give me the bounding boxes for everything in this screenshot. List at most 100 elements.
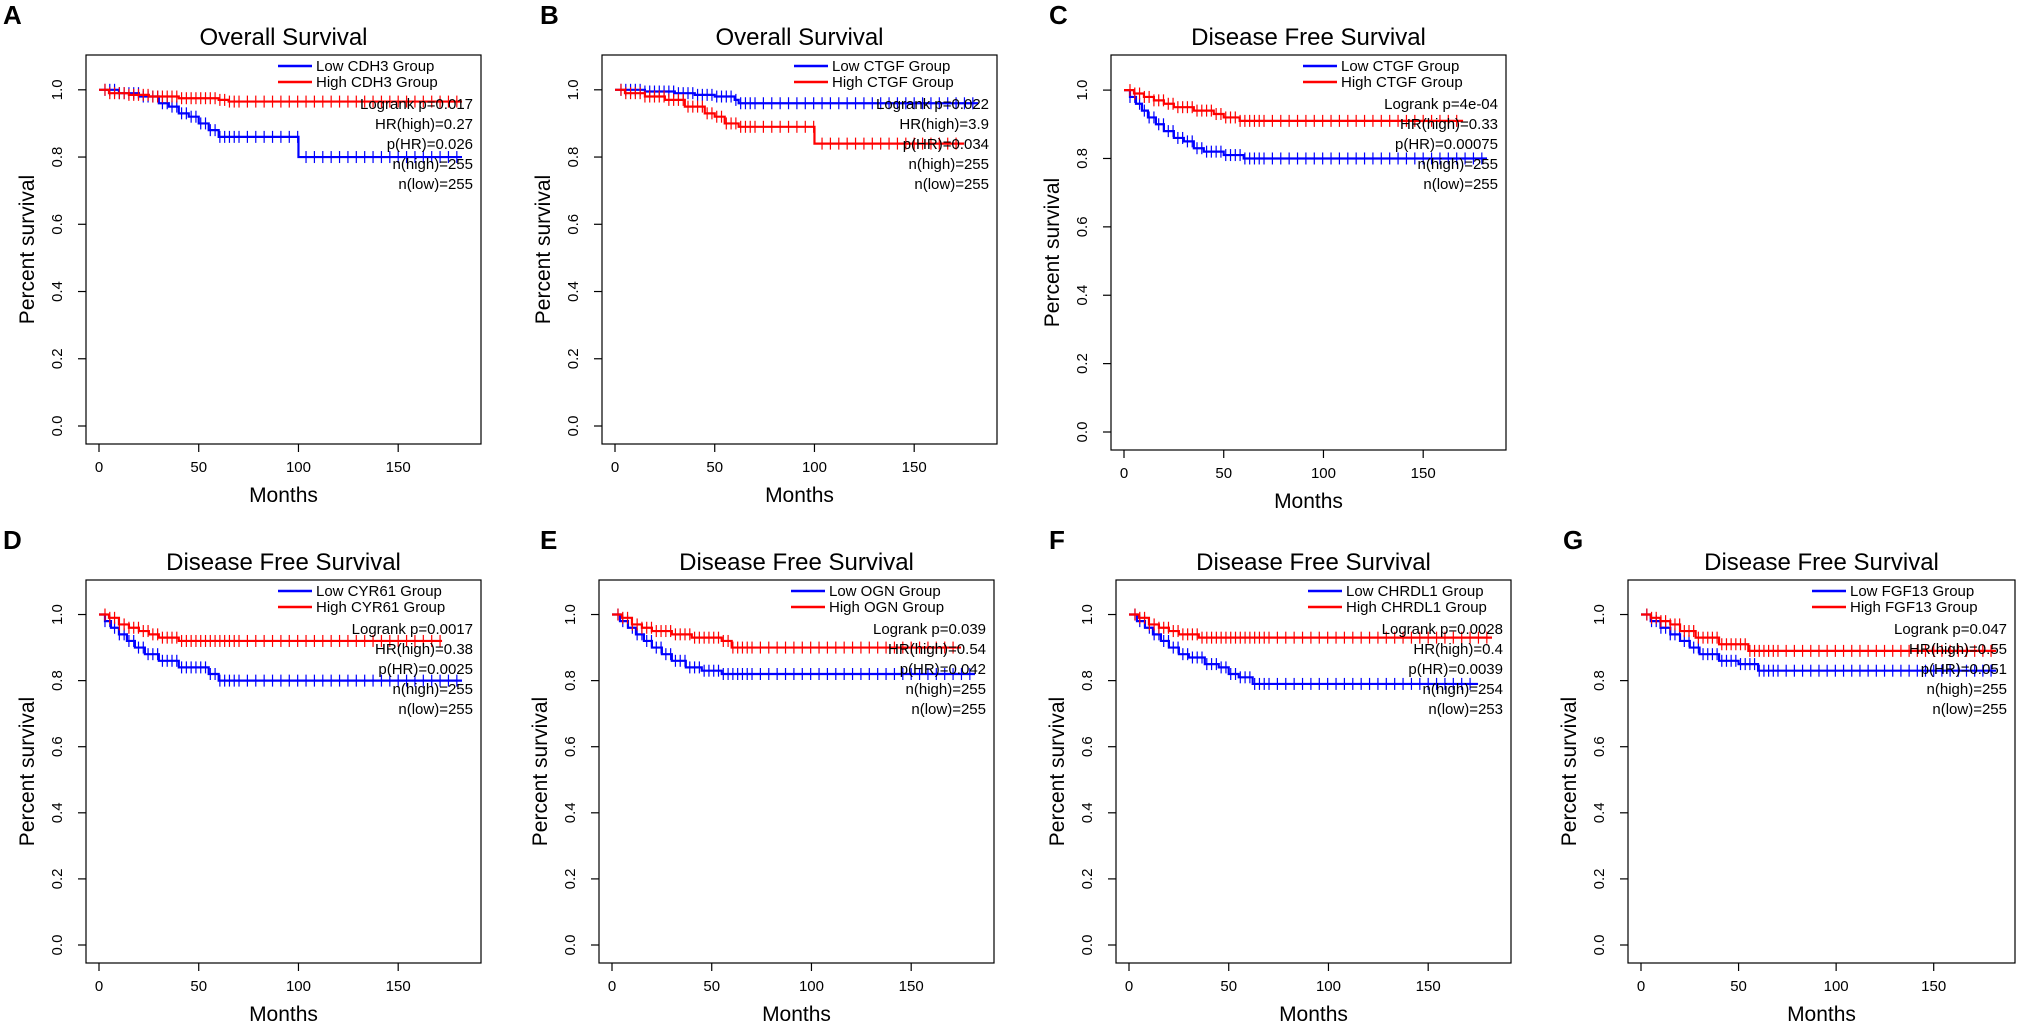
y-tick-label: 0.8 xyxy=(1591,670,1608,691)
y-tick-label: 0.6 xyxy=(1079,736,1096,757)
stat-annotation: Logrank p=0.0028 xyxy=(1382,621,1503,638)
y-tick-label: 0.6 xyxy=(49,736,66,757)
panel-d: D Disease Free Survival 0.0 0.2 0.4 0.6 0.8 1.0… xyxy=(3,525,482,1026)
y-tick-label: 0.2 xyxy=(1079,868,1096,889)
legend-label-low: Low CYR61 Group xyxy=(316,583,442,600)
stat-annotation: Logrank p=0.0017 xyxy=(352,621,473,638)
censor-marks-high xyxy=(104,83,458,108)
stat-annotation: p(HR)=0.0025 xyxy=(378,661,473,678)
y-tick-label: 0.0 xyxy=(49,935,66,956)
y-tick-label: 0.6 xyxy=(565,214,582,235)
y-tick-label: 1.0 xyxy=(49,604,66,625)
censor-marks-high xyxy=(1134,608,1488,644)
stat-annotation: Logrank p=0.039 xyxy=(873,621,986,638)
x-axis-label: Months xyxy=(762,1003,831,1026)
y-axis-label: Percent survival xyxy=(16,697,39,846)
x-tick-label: 100 xyxy=(1311,465,1336,482)
y-tick-label: 0.0 xyxy=(49,416,66,437)
x-tick-label: 50 xyxy=(1215,465,1232,482)
legend-label-low: Low FGF13 Group xyxy=(1850,583,1974,600)
x-tick-label: 50 xyxy=(190,459,207,476)
y-tick-label: 0.0 xyxy=(1074,422,1091,443)
panel-e: E Disease Free Survival 0.0 0.2 0.4 0.6 0.8 1.0… xyxy=(529,525,995,1026)
y-tick-label: 0.0 xyxy=(565,416,582,437)
stat-annotation: p(HR)=0.051 xyxy=(1921,661,2007,678)
chart-title: Disease Free Survival xyxy=(166,549,401,576)
legend-label-low: Low OGN Group xyxy=(829,583,941,600)
stat-annotation: n(low)=255 xyxy=(1932,701,2007,718)
censor-marks-high xyxy=(617,608,954,654)
stat-annotation: Logrank p=0.047 xyxy=(1894,621,2007,638)
chart-title: Disease Free Survival xyxy=(1704,549,1939,576)
x-axis-label: Months xyxy=(765,484,834,507)
y-tick-label: 0.8 xyxy=(562,670,579,691)
panel-c: C Disease Free Survival 0.0 0.2 0.4 0.6 0.8 1.0… xyxy=(1041,0,1507,513)
y-tick-label: 0.4 xyxy=(562,802,579,823)
stat-annotation: n(high)=255 xyxy=(906,681,986,698)
legend-label-high: High CHRDL1 Group xyxy=(1346,599,1487,616)
panel-label: C xyxy=(1049,0,1068,30)
y-tick-label: 1.0 xyxy=(565,79,582,100)
y-tick-label: 0.4 xyxy=(49,802,66,823)
y-tick-label: 0.8 xyxy=(49,670,66,691)
censor-marks-high xyxy=(1129,84,1458,127)
stat-annotation: n(low)=255 xyxy=(914,176,989,193)
x-tick-label: 0 xyxy=(1637,978,1645,995)
x-tick-label: 100 xyxy=(1824,978,1849,995)
stat-annotation: n(high)=255 xyxy=(393,156,473,173)
censor-marks-high xyxy=(1646,608,1992,657)
x-axis-label: Months xyxy=(1279,1003,1348,1026)
plot-frame xyxy=(601,54,998,445)
x-tick-label: 0 xyxy=(611,459,619,476)
panel-a: A Overall Survival 0.0 0.2 0.4 0.6 0.8 1.0 0 50 10… xyxy=(3,0,482,507)
y-tick-label: 1.0 xyxy=(1079,604,1096,625)
x-axis-label: Months xyxy=(1274,490,1343,513)
legend-label-high: High OGN Group xyxy=(829,599,944,616)
stat-annotation: n(high)=254 xyxy=(1423,681,1503,698)
y-tick-label: 0.6 xyxy=(1591,736,1608,757)
y-axis-label: Percent survival xyxy=(532,175,555,324)
panel-label: E xyxy=(540,525,557,555)
stat-annotation: HR(high)=0.38 xyxy=(375,641,473,658)
x-tick-label: 100 xyxy=(799,978,824,995)
stat-annotation: n(low)=255 xyxy=(911,701,986,718)
panel-b: B Overall Survival 0.0 0.2 0.4 0.6 0.8 1.0 0 50 10… xyxy=(532,0,998,507)
stat-annotation: n(high)=255 xyxy=(1927,681,2007,698)
y-axis-label: Percent survival xyxy=(1041,178,1064,327)
x-tick-label: 150 xyxy=(1416,978,1441,995)
chart-title: Disease Free Survival xyxy=(1196,549,1431,576)
x-tick-label: 50 xyxy=(706,459,723,476)
stat-annotation: Logrank p=4e-04 xyxy=(1384,96,1498,113)
legend-label-low: Low CHRDL1 Group xyxy=(1346,583,1484,600)
legend-label-high: High CDH3 Group xyxy=(316,74,438,91)
stat-annotation: p(HR)=0.00075 xyxy=(1395,136,1498,153)
x-axis-label: Months xyxy=(1787,1003,1856,1026)
stat-annotation: Logrank p=0.017 xyxy=(360,96,473,113)
x-tick-label: 150 xyxy=(902,459,927,476)
x-tick-label: 0 xyxy=(95,978,103,995)
legend-label-low: Low CDH3 Group xyxy=(316,58,434,75)
panel-g: G Disease Free Survival 0.0 0.2 0.4 0.6 0.8 1.0… xyxy=(1558,525,2016,1026)
x-tick-label: 150 xyxy=(1921,978,1946,995)
y-tick-label: 0.2 xyxy=(1074,353,1091,374)
stat-annotation: HR(high)=0.27 xyxy=(375,116,473,133)
y-tick-label: 0.2 xyxy=(49,868,66,889)
stat-annotation: HR(high)=3.9 xyxy=(899,116,989,133)
plot-frame xyxy=(85,54,482,445)
stat-annotation: p(HR)=0.034 xyxy=(903,136,989,153)
x-tick-label: 150 xyxy=(899,978,924,995)
y-tick-label: 0.8 xyxy=(565,147,582,168)
stat-annotation: n(high)=255 xyxy=(909,156,989,173)
x-tick-label: 0 xyxy=(608,978,616,995)
x-axis-label: Months xyxy=(249,1003,318,1026)
y-tick-label: 0.2 xyxy=(562,868,579,889)
censor-marks-low xyxy=(1134,608,1471,690)
legend-label-low: Low CTGF Group xyxy=(832,58,950,75)
y-tick-label: 0.0 xyxy=(1079,935,1096,956)
x-tick-label: 50 xyxy=(1730,978,1747,995)
stat-annotation: p(HR)=0.026 xyxy=(387,136,473,153)
x-tick-label: 100 xyxy=(286,459,311,476)
y-axis-label: Percent survival xyxy=(16,175,39,324)
y-tick-label: 1.0 xyxy=(1591,604,1608,625)
y-tick-label: 0.0 xyxy=(562,935,579,956)
